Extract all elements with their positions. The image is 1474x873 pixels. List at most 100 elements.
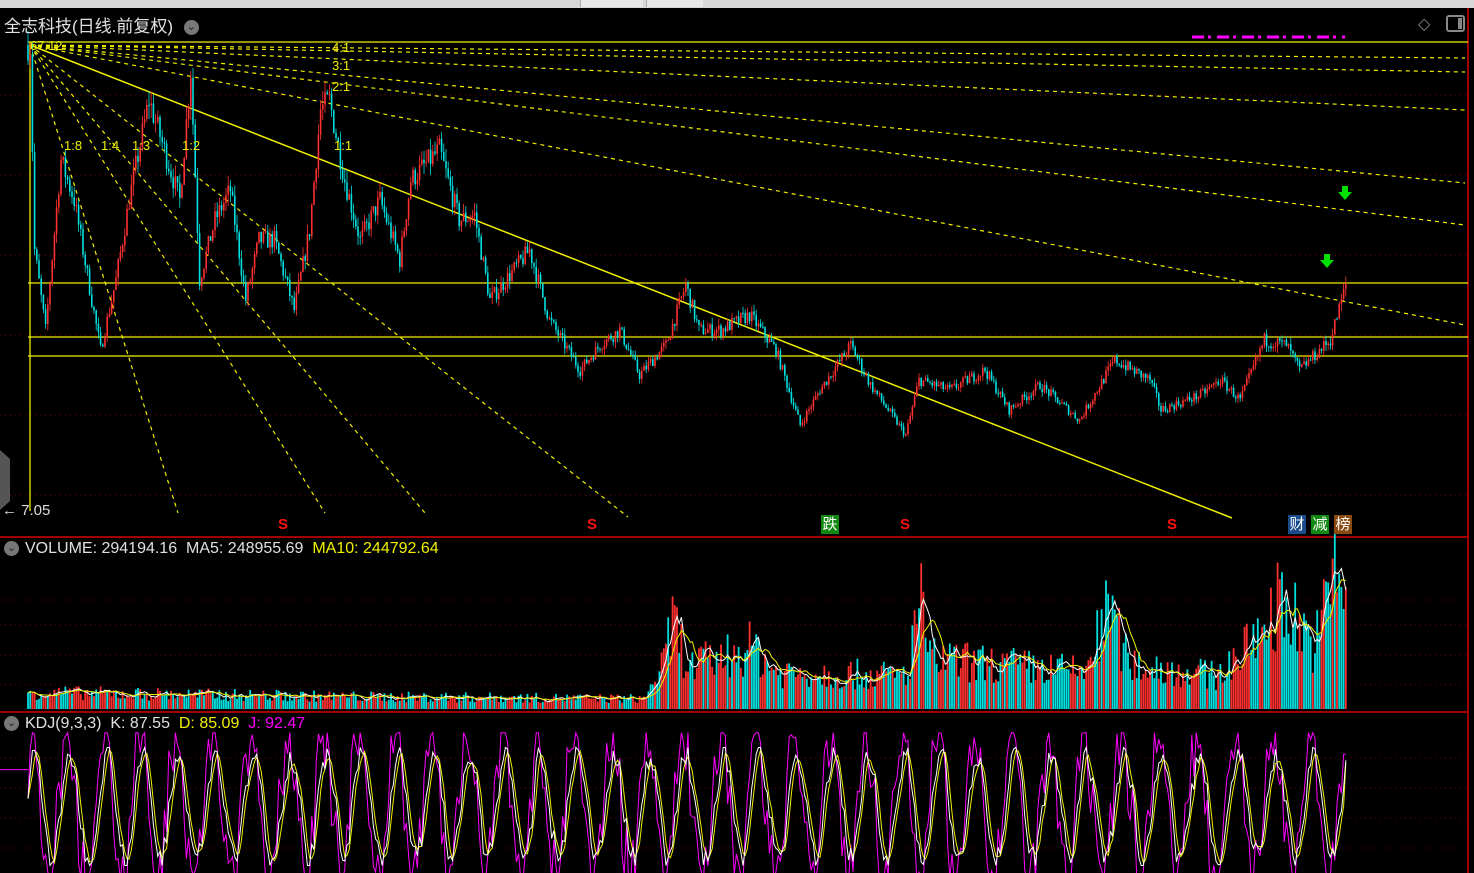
volume-bar — [522, 702, 524, 709]
top-tab[interactable] — [580, 0, 643, 7]
candle-body — [561, 333, 564, 336]
candle-body — [1138, 368, 1140, 371]
volume-bar — [665, 643, 667, 709]
scroll-handle[interactable] — [0, 450, 10, 510]
volume-bar — [1085, 665, 1088, 709]
volume-bar — [385, 701, 388, 709]
volume-bar — [770, 667, 773, 709]
candle-body — [1045, 384, 1048, 390]
candle-body — [31, 54, 34, 152]
volume-bar — [570, 699, 573, 709]
volume-bar — [431, 701, 434, 709]
volume-bar — [134, 689, 137, 709]
chevron-down-icon[interactable]: ⌄ — [4, 716, 19, 732]
candle-body — [168, 168, 170, 172]
volume-bar — [253, 695, 256, 709]
ma10-label: MA10 — [312, 540, 355, 557]
candle-body — [854, 347, 856, 356]
volume-bar — [869, 670, 872, 709]
volume-bar — [750, 645, 753, 709]
candle-body — [1316, 357, 1318, 361]
drop-badge[interactable]: 跌 — [821, 515, 839, 534]
volume-bar — [1296, 651, 1299, 709]
panel-toggle-icon[interactable] — [1446, 15, 1465, 32]
volume-bar — [242, 701, 245, 709]
volume-bar — [922, 591, 925, 709]
candle-body — [121, 245, 124, 253]
candle-body — [766, 337, 768, 343]
candle-body — [82, 228, 84, 255]
volume-bar — [1030, 682, 1033, 709]
chevron-down-icon[interactable]: ⌄ — [4, 541, 19, 557]
volume-bar — [115, 690, 117, 709]
volume-bar — [684, 671, 687, 709]
gann-fan-line — [29, 44, 1466, 326]
volume-bar — [33, 692, 36, 709]
volume-bar — [590, 698, 593, 709]
volume-bar — [403, 699, 406, 709]
candle-body — [1125, 365, 1127, 371]
candle-body — [654, 357, 656, 367]
rank-badge[interactable]: 榜 — [1334, 515, 1352, 534]
high-price-label: 67.12 — [30, 38, 63, 53]
candle-body — [1023, 394, 1026, 397]
candle-body — [445, 160, 447, 169]
sell-signal-marker[interactable]: S — [900, 516, 911, 533]
chevron-down-icon[interactable]: ⌄ — [183, 20, 199, 36]
volume-bar — [1120, 671, 1123, 709]
volume-bar — [1111, 595, 1114, 709]
volume-bar — [812, 680, 815, 709]
finance-badge[interactable]: 财 — [1288, 515, 1306, 534]
volume-bar — [1023, 650, 1026, 709]
volume-bar — [713, 674, 716, 709]
volume-name: VOLUME — [25, 540, 93, 557]
volume-value: 294194.16 — [101, 540, 178, 557]
volume-bar — [1094, 656, 1096, 709]
sell-signal-marker[interactable]: S — [1167, 516, 1178, 533]
candle-body — [863, 371, 865, 375]
volume-bar — [49, 693, 51, 709]
volume-bar — [544, 700, 546, 709]
volume-bar — [145, 693, 148, 709]
candle-body — [755, 314, 757, 327]
reduce-badge[interactable]: 减 — [1311, 515, 1329, 534]
sell-signal-marker[interactable]: S — [278, 516, 289, 533]
diamond-icon[interactable]: ◇ — [1418, 16, 1431, 33]
volume-bar — [1028, 650, 1030, 709]
volume-bar — [379, 693, 381, 709]
candle-body — [1089, 404, 1092, 409]
candle-body — [819, 393, 821, 395]
candle-body — [1287, 344, 1290, 347]
candle-body — [924, 378, 927, 381]
volume-bar — [966, 642, 969, 709]
volume-bar — [1133, 650, 1136, 709]
candle-body — [1325, 341, 1327, 346]
volume-bar — [229, 699, 232, 709]
top-tab[interactable] — [646, 0, 703, 7]
candle-body — [449, 176, 452, 186]
candle-body — [146, 104, 148, 120]
volume-bar — [1138, 651, 1140, 709]
volume-bar — [1021, 662, 1024, 709]
candle-body — [51, 260, 53, 284]
candle-body — [289, 279, 291, 296]
volume-bar — [165, 690, 168, 709]
volume-bar — [152, 698, 155, 709]
candle-body — [451, 185, 454, 208]
volume-bar — [321, 700, 324, 709]
candle-body — [951, 384, 953, 387]
fan-label: 4:1 — [332, 40, 351, 55]
sell-signal-marker[interactable]: S — [587, 516, 598, 533]
volume-bar — [768, 670, 771, 709]
candle-body — [1329, 343, 1332, 346]
volume-bar — [251, 693, 254, 709]
volume-bar — [1333, 531, 1336, 709]
candle-body — [227, 185, 229, 195]
candle-body — [311, 204, 313, 237]
fan-label: 2:1 — [332, 79, 351, 94]
volume-bar — [214, 698, 216, 709]
volume-bar — [1204, 660, 1206, 709]
candle-body — [368, 222, 370, 230]
candle-body — [1034, 383, 1037, 392]
